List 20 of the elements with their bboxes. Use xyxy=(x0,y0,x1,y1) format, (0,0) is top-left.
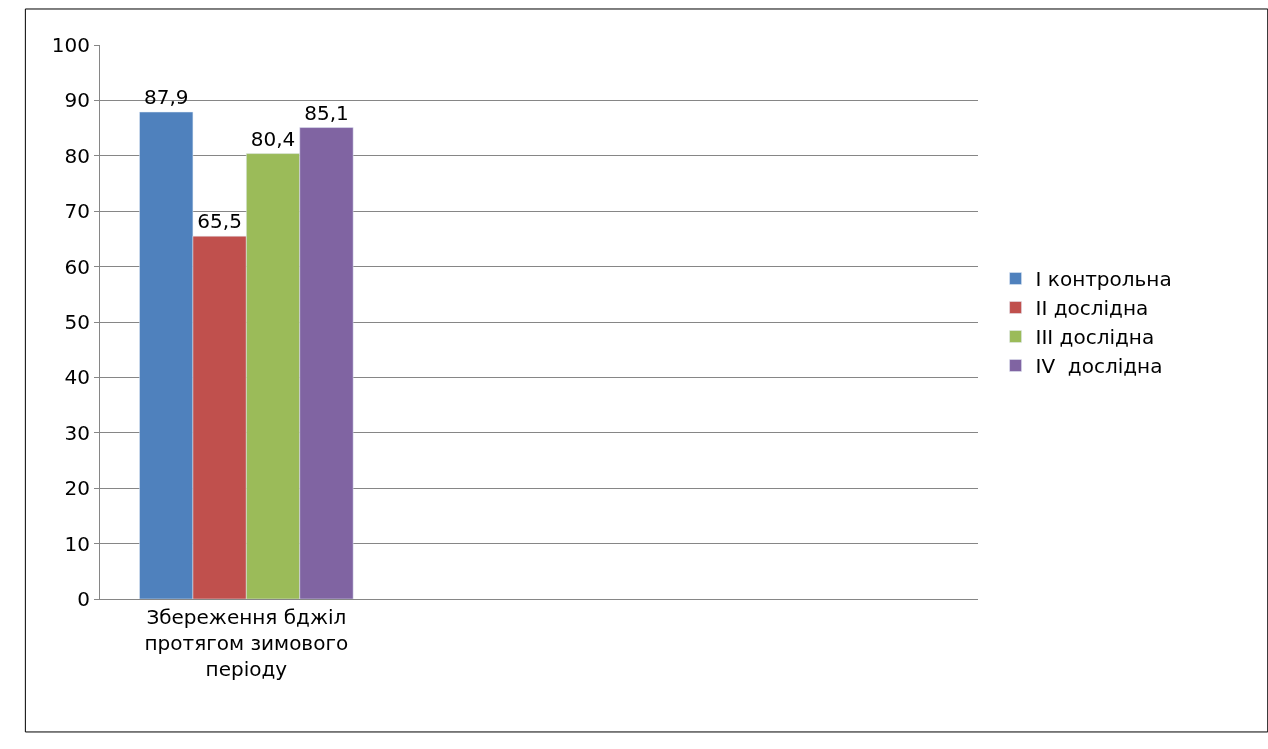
y-tick-label: 60 xyxy=(64,254,90,279)
y-tick-label: 10 xyxy=(64,531,90,556)
legend-label: IV дослідна xyxy=(1035,354,1163,379)
y-tick-label: 0 xyxy=(77,587,90,611)
y-tick-label: 100 xyxy=(51,33,90,57)
y-tick-label: 70 xyxy=(64,199,90,224)
legend-label: II дослідна xyxy=(1035,296,1149,321)
legend-label: I контрольна xyxy=(1035,267,1172,292)
y-tick-label: 40 xyxy=(64,365,90,390)
y-tick-label: 90 xyxy=(64,88,90,113)
x-tick-label: Збереження бджіл протягом зимового періоду xyxy=(144,605,349,681)
y-tick-label: 50 xyxy=(64,310,90,334)
legend-label: III дослідна xyxy=(1035,325,1155,350)
y-tick-label: 30 xyxy=(64,420,90,445)
data-label: 80,4 xyxy=(250,126,296,151)
data-label: 87,9 xyxy=(143,85,189,110)
y-tick-label: 20 xyxy=(64,476,90,501)
data-label: 85,1 xyxy=(304,100,349,125)
data-label: 65,5 xyxy=(197,209,242,234)
y-tick-label: 80 xyxy=(64,143,90,168)
